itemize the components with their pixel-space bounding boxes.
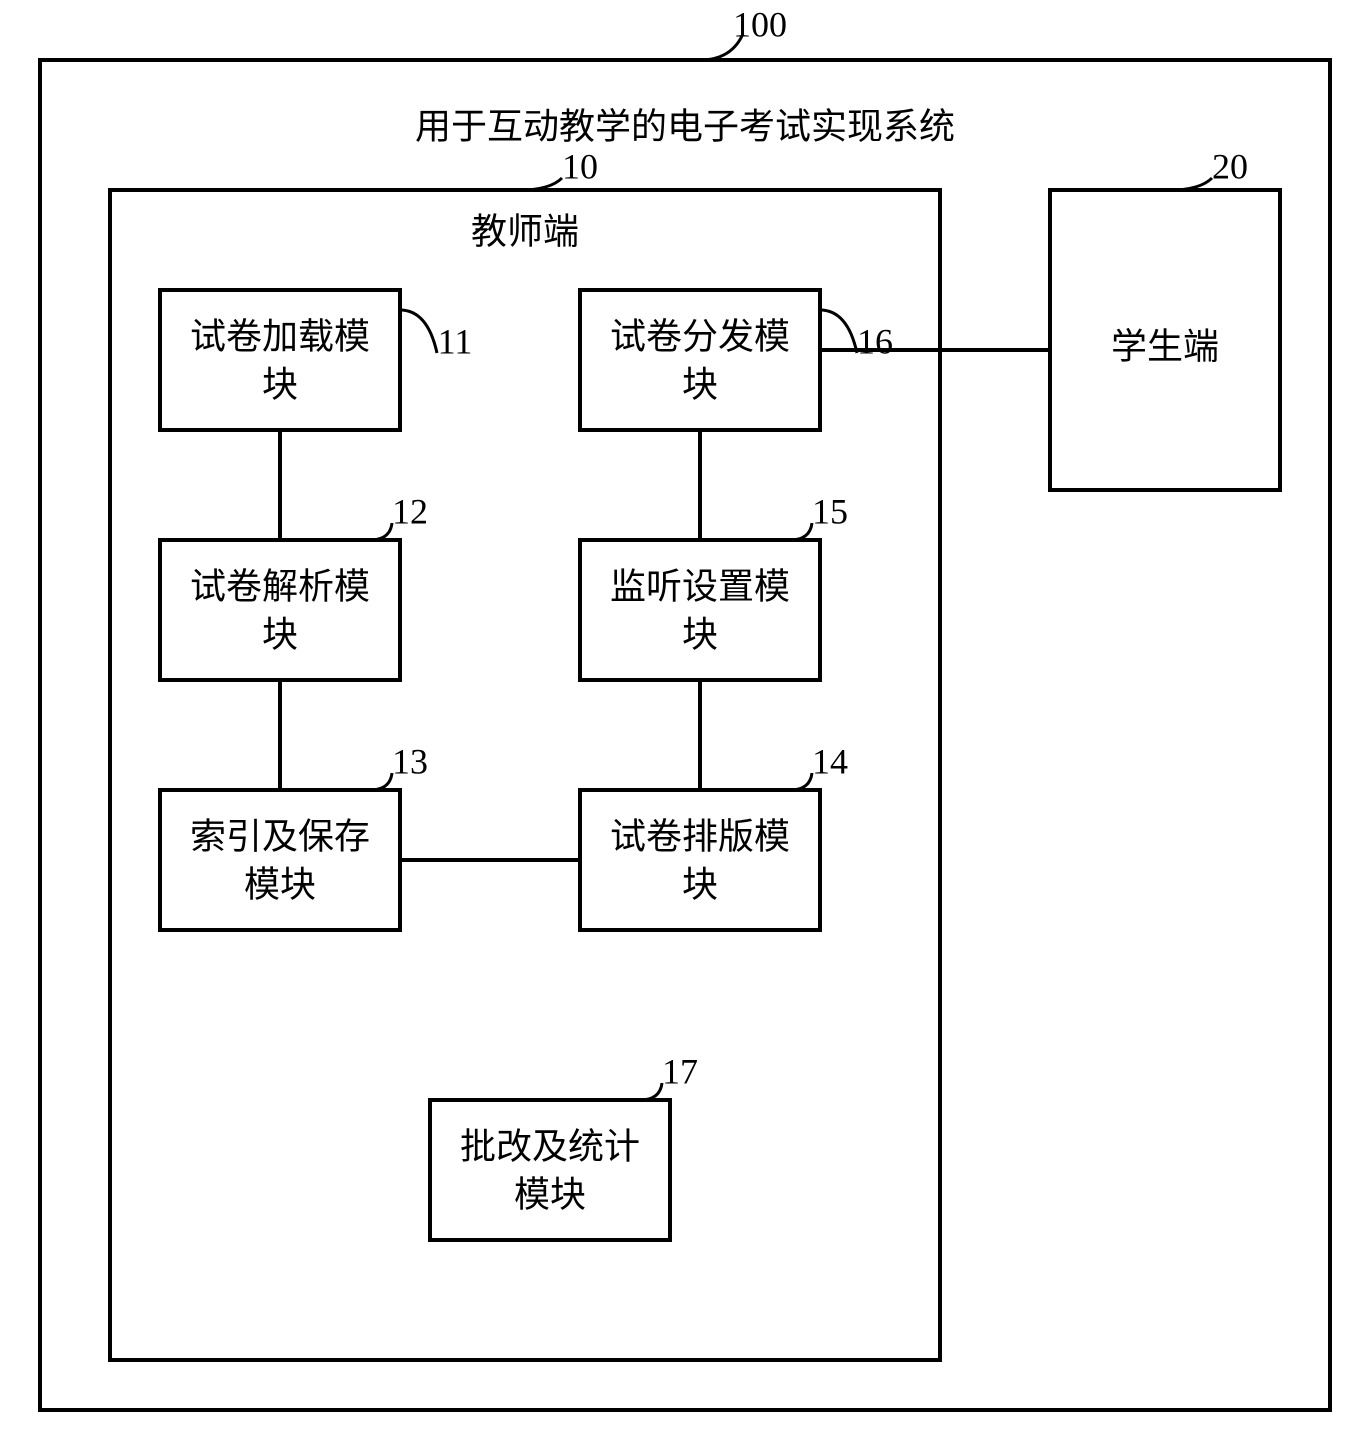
system-box: [40, 60, 1330, 1410]
m14-box: [580, 790, 820, 930]
m15-label-2: 块: [682, 614, 718, 654]
m12-label-1: 试卷解析模: [190, 566, 370, 606]
m17-ref: 17: [662, 1051, 698, 1091]
m16-label-2: 块: [682, 364, 718, 404]
system-title: 用于互动教学的电子考试实现系统: [415, 106, 955, 146]
m11-leader: [400, 310, 437, 353]
m14-label-2: 块: [682, 864, 718, 904]
m13-box: [160, 790, 400, 930]
m11-ref: 11: [438, 321, 473, 361]
m12-leader: [370, 523, 392, 540]
m16-leader: [820, 310, 857, 353]
m16-box: [580, 290, 820, 430]
m13-ref: 13: [392, 741, 428, 781]
m17-label-1: 批改及统计: [460, 1126, 640, 1166]
m12-label-2: 块: [262, 614, 298, 654]
m13-label-2: 模块: [244, 864, 316, 904]
student-ref: 20: [1212, 146, 1248, 186]
m15-leader: [790, 523, 812, 540]
m13-leader: [370, 773, 392, 790]
m14-ref: 14: [812, 741, 848, 781]
m14-label-1: 试卷排版模: [610, 816, 790, 856]
m16-label-1: 试卷分发模: [610, 316, 790, 356]
m17-leader: [640, 1083, 662, 1100]
m16-ref: 16: [857, 321, 893, 361]
m13-label-1: 索引及保存: [190, 816, 370, 856]
teacher-ref: 10: [562, 146, 598, 186]
m11-box: [160, 290, 400, 430]
m15-box: [580, 540, 820, 680]
m11-label-1: 试卷加载模: [190, 316, 370, 356]
m12-ref: 12: [392, 491, 428, 531]
m17-label-2: 模块: [514, 1174, 586, 1214]
m12-box: [160, 540, 400, 680]
m15-ref: 15: [812, 491, 848, 531]
m11-label-2: 块: [262, 364, 298, 404]
student-title: 学生端: [1111, 326, 1219, 366]
m17-box: [430, 1100, 670, 1240]
system-diagram: 100 用于互动教学的电子考试实现系统10 教师端 20 学生端 试卷加载模块 11 试卷解析…: [0, 0, 1368, 1441]
m15-label-1: 监听设置模: [610, 566, 790, 606]
m14-leader: [790, 773, 812, 790]
system-ref: 100: [733, 4, 787, 44]
teacher-title: 教师端: [471, 211, 579, 251]
